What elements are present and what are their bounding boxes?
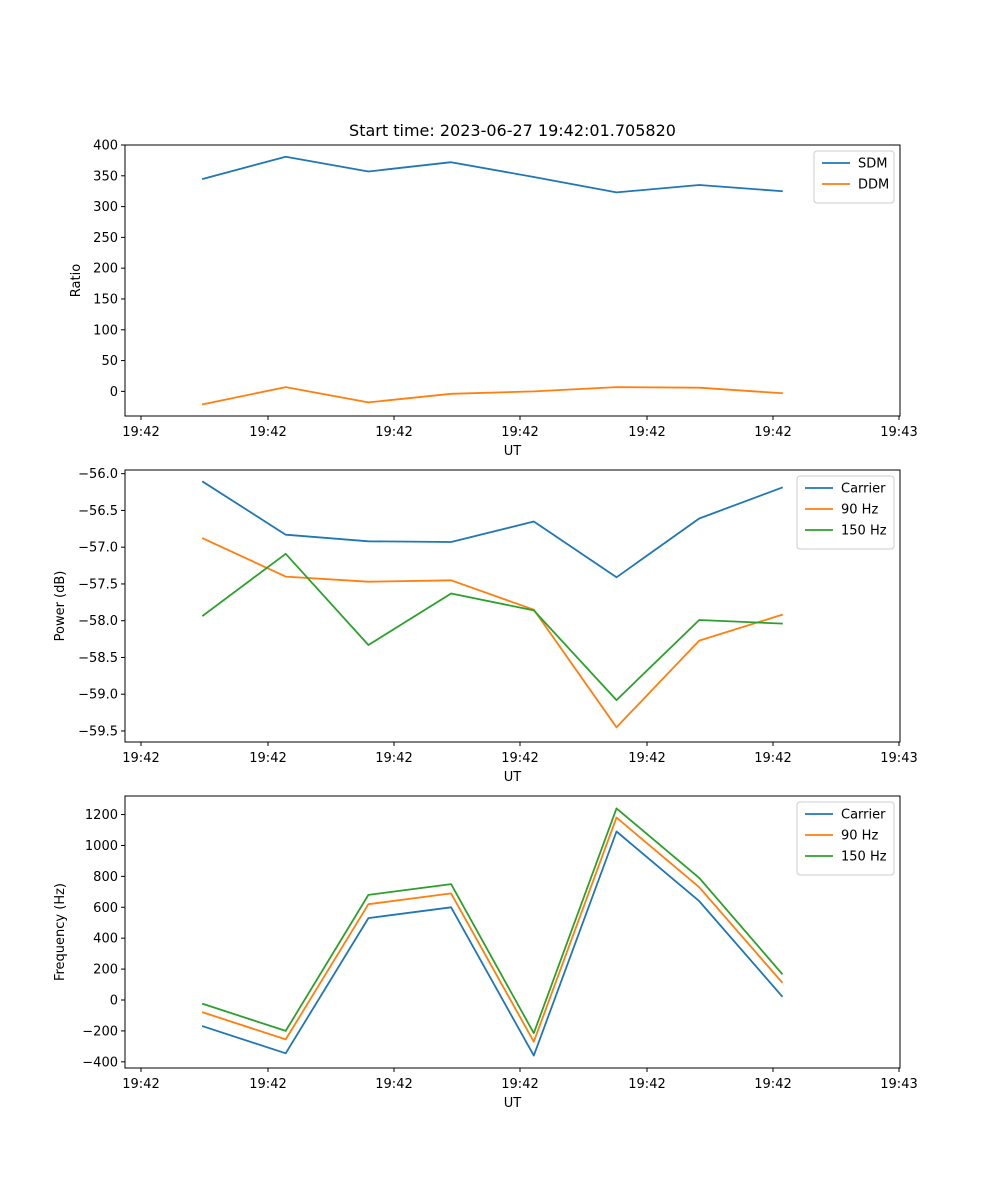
y-axis-label: Ratio bbox=[69, 264, 84, 297]
subplot-frequency: −400 −200 0 200 400 600 800 1000 1200 19:42 19:42 1… bbox=[53, 795, 918, 1111]
x-tick-label: 19:42 bbox=[628, 751, 665, 766]
y-tick-label: −59.5 bbox=[78, 724, 118, 739]
y-tick-label: 400 bbox=[93, 932, 118, 947]
y-tick-label: −59.0 bbox=[78, 688, 118, 703]
series-line-ddm bbox=[201, 386, 783, 406]
legend-entry: 90 Hz bbox=[841, 829, 878, 844]
legend-box bbox=[813, 150, 895, 204]
y-tick-label: −200 bbox=[82, 1024, 118, 1039]
subplot-power: −56.0 −56.5 −57.0 −57.5 −58.0 −58.5 −59.0 −59.5… bbox=[53, 467, 918, 785]
x-tick-label: 19:42 bbox=[501, 751, 538, 766]
y-tick-label: 350 bbox=[93, 169, 118, 184]
y-tick-label: 100 bbox=[93, 323, 118, 338]
x-tick-label: 19:42 bbox=[122, 1077, 159, 1092]
x-tick-label: 19:42 bbox=[628, 425, 665, 440]
y-tick-label: 250 bbox=[93, 231, 118, 246]
y-tick-label: 1200 bbox=[85, 808, 118, 823]
y-tick-label: 0 bbox=[110, 385, 118, 400]
axes-frame bbox=[124, 144, 901, 417]
x-tick-label: 19:42 bbox=[249, 425, 286, 440]
x-tick-label: 19:43 bbox=[880, 425, 917, 440]
x-axis-label: UT bbox=[504, 770, 522, 785]
legend: Carrier 90 Hz 150 Hz bbox=[796, 475, 895, 550]
series-line-carrier bbox=[201, 480, 784, 579]
x-tick-label: 19:42 bbox=[754, 1077, 791, 1092]
x-tick-label: 19:42 bbox=[375, 751, 412, 766]
series-line-sdm bbox=[201, 155, 783, 194]
y-tick-label: −58.0 bbox=[78, 614, 118, 629]
x-tick-label: 19:42 bbox=[122, 751, 159, 766]
x-tick-label: 19:42 bbox=[249, 751, 286, 766]
x-axis-label: UT bbox=[504, 444, 522, 459]
x-tick-label: 19:42 bbox=[754, 751, 791, 766]
x-tick-label: 19:42 bbox=[375, 425, 412, 440]
legend-entry: Carrier bbox=[841, 808, 886, 823]
y-tick-label: 200 bbox=[93, 262, 118, 277]
legend-entry: DDM bbox=[858, 178, 889, 193]
series-line-carrier bbox=[201, 830, 784, 1057]
y-tick-label: −56.5 bbox=[78, 504, 118, 519]
y-tick-label: 1000 bbox=[85, 839, 118, 854]
y-tick-label: 150 bbox=[93, 292, 118, 307]
y-axis-label: Power (dB) bbox=[53, 571, 68, 642]
y-tick-label: 600 bbox=[93, 901, 118, 916]
figure-title: Start time: 2023-06-27 19:42:01.705820 bbox=[349, 121, 676, 140]
legend-entry: 150 Hz bbox=[841, 524, 887, 539]
series-line-90-hz bbox=[201, 537, 784, 729]
y-tick-label: 400 bbox=[93, 139, 118, 154]
y-tick-label: −57.0 bbox=[78, 541, 118, 556]
x-tick-label: 19:42 bbox=[628, 1077, 665, 1092]
x-axis-label: UT bbox=[504, 1096, 522, 1111]
legend: SDM DDM bbox=[813, 150, 895, 204]
x-tick-label: 19:43 bbox=[880, 751, 917, 766]
series-line-90-hz bbox=[201, 816, 784, 1043]
x-tick-label: 19:42 bbox=[122, 425, 159, 440]
x-tick-label: 19:42 bbox=[501, 1077, 538, 1092]
y-tick-label: −57.5 bbox=[78, 577, 118, 592]
y-tick-label: 50 bbox=[101, 354, 118, 369]
legend-entry: Carrier bbox=[841, 482, 886, 497]
series-line-150-hz bbox=[201, 807, 784, 1035]
y-tick-label: 200 bbox=[93, 963, 118, 978]
legend-entry: 90 Hz bbox=[841, 503, 878, 518]
x-tick-label: 19:42 bbox=[249, 1077, 286, 1092]
y-tick-label: −400 bbox=[82, 1055, 118, 1070]
axes-frame bbox=[124, 469, 901, 743]
y-tick-label: −56.0 bbox=[78, 467, 118, 482]
x-tick-label: 19:42 bbox=[754, 425, 791, 440]
subplot-ratio: 0 50 100 150 200 250 300 350 400 19:42 19:42 19:42 1… bbox=[69, 139, 918, 460]
x-tick-label: 19:42 bbox=[375, 1077, 412, 1092]
legend-entry: SDM bbox=[858, 157, 887, 172]
y-tick-label: 0 bbox=[110, 994, 118, 1009]
y-axis-label: Frequency (Hz) bbox=[53, 883, 68, 981]
y-tick-label: 300 bbox=[93, 200, 118, 215]
y-tick-label: 800 bbox=[93, 870, 118, 885]
y-tick-label: −58.5 bbox=[78, 651, 118, 666]
legend: Carrier 90 Hz 150 Hz bbox=[796, 801, 895, 876]
subplots: 0 50 100 150 200 250 300 350 400 19:42 19:42 19:42 1… bbox=[53, 139, 918, 1112]
x-tick-label: 19:43 bbox=[880, 1077, 917, 1092]
series-line-150-hz bbox=[201, 552, 783, 701]
legend-entry: 150 Hz bbox=[841, 850, 887, 865]
axes-frame bbox=[124, 795, 901, 1069]
x-tick-label: 19:42 bbox=[501, 425, 538, 440]
